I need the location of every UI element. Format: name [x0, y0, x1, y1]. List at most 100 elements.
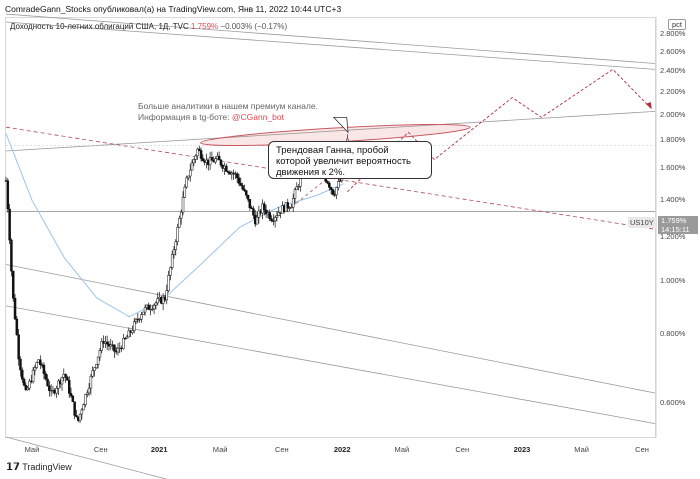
candle-body — [208, 157, 212, 166]
projection-arrowhead — [645, 102, 652, 110]
y-tick-label: 1.200% — [660, 232, 686, 242]
candle-body — [147, 304, 150, 310]
tradingview-logo-icon: 𝟭𝟳 — [6, 462, 20, 473]
candle-body — [165, 290, 169, 301]
candle-body — [156, 298, 159, 304]
candle-body — [268, 212, 271, 219]
y-tick-label: 0.600% — [660, 397, 686, 407]
candle-body — [86, 392, 89, 395]
candle-body — [277, 212, 280, 216]
candle-body — [338, 180, 342, 182]
candle-body — [98, 350, 102, 358]
candle-body — [219, 159, 223, 166]
candle-body — [131, 330, 134, 333]
legend-title: Доходность 10-летних облигаций США, 1Д, … — [10, 22, 189, 31]
promo-line-1: Больше аналитики в нашем премиум канале. — [138, 101, 318, 111]
candle-body — [225, 165, 228, 172]
candle-body — [42, 364, 46, 374]
candle-body — [190, 162, 194, 171]
candle-body — [293, 189, 297, 199]
candle-body — [273, 216, 277, 222]
y-tick-label: 2.400% — [660, 66, 686, 76]
candle-body — [286, 202, 290, 209]
x-tick-label: 2023 — [513, 445, 531, 454]
candle-body — [75, 415, 78, 417]
candle-body — [8, 208, 11, 241]
candle-body — [64, 373, 67, 378]
x-tick-label: Сен — [455, 445, 470, 454]
candle-body — [35, 362, 38, 368]
candle-body — [122, 337, 125, 349]
candle-body — [291, 197, 295, 208]
x-tick-label: Сен — [635, 445, 649, 454]
candle-body — [10, 239, 13, 272]
candle-body — [167, 275, 170, 291]
candle-body — [140, 314, 143, 320]
footer-brand-text: TradingView — [22, 462, 72, 472]
candle-body — [44, 373, 47, 380]
promo-handle[interactable]: @CGann_bot — [231, 112, 284, 122]
last-price-tag: 1.759% 14:15:11 — [658, 216, 698, 234]
candle-body — [57, 380, 60, 389]
candle-body — [192, 159, 196, 164]
candle-body — [331, 189, 335, 195]
y-tick-label: 2.600% — [660, 47, 686, 57]
candle-body — [257, 210, 261, 218]
candle-body — [295, 186, 299, 191]
candle-body — [170, 254, 174, 268]
candle-body — [290, 206, 293, 209]
callout-line-3: движения к 2%. — [276, 167, 346, 178]
candle-body — [328, 182, 331, 188]
candle-body — [178, 217, 181, 228]
chart-plot-area[interactable] — [5, 17, 656, 438]
candle-body — [210, 157, 214, 161]
promo-text: Больше аналитики в нашем премиум канале.… — [138, 101, 318, 123]
candle-body — [187, 175, 190, 179]
candle-body — [275, 215, 279, 218]
percent-scale-button[interactable]: pct — [668, 19, 687, 30]
candle-body — [6, 180, 10, 210]
candle-body — [154, 302, 158, 306]
x-tick-label: Май — [212, 445, 228, 454]
y-tick-label: 1.400% — [660, 195, 686, 205]
y-tick-label: 2.800% — [660, 29, 686, 39]
candle-body — [96, 356, 100, 365]
candle-body — [246, 194, 250, 200]
candle-body — [69, 393, 73, 397]
y-tick-label: 2.200% — [660, 87, 686, 97]
candle-body — [132, 321, 136, 331]
candle-body — [19, 358, 22, 371]
candle-body — [196, 148, 199, 157]
candle-body — [60, 377, 64, 385]
candle-body — [24, 385, 28, 390]
projection-path — [347, 68, 653, 193]
legend-last: 1.759% — [191, 22, 219, 31]
candle-body — [252, 208, 255, 216]
footer-brand[interactable]: 𝟭𝟳 TradingView — [6, 462, 72, 473]
candle-body — [55, 388, 58, 394]
x-tick-label: Сен — [274, 445, 289, 454]
candle-body — [28, 380, 31, 389]
x-tick-label: 2021 — [150, 445, 168, 454]
candle-body — [169, 267, 172, 276]
candle-body — [235, 173, 239, 179]
candle-body — [152, 304, 156, 310]
candle-body — [239, 183, 243, 186]
candle-body — [151, 308, 154, 311]
chart-legend: Доходность 10-летних облигаций США, 1Д, … — [10, 22, 287, 31]
gann-line — [5, 305, 656, 424]
y-tick-label: 1.600% — [660, 163, 686, 173]
candle-body — [100, 341, 103, 351]
candle-body — [17, 334, 20, 360]
candle-body — [161, 296, 165, 304]
x-tick-label: Май — [394, 445, 410, 454]
candle-body — [71, 395, 75, 403]
candle-body — [95, 364, 98, 368]
candle-body — [181, 197, 185, 213]
candle-body — [188, 169, 192, 177]
candle-body — [255, 216, 259, 225]
candle-body — [243, 188, 246, 191]
candle-body — [174, 241, 178, 250]
promo-line-2: Информация в tg-боте: @CGann_bot — [138, 112, 318, 123]
candle-body — [185, 177, 188, 188]
